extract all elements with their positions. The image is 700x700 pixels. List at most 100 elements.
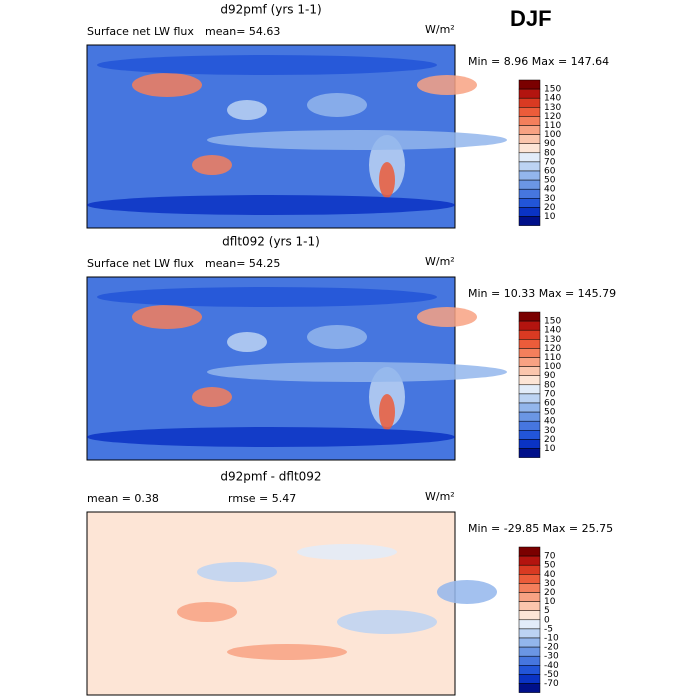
colorbar-box <box>518 320 541 331</box>
min-max: Min = 8.96 Max = 147.64 <box>468 55 609 68</box>
colorbar-label: 60 <box>544 167 556 177</box>
colorbar-box <box>518 665 541 675</box>
map-region <box>307 325 367 349</box>
map-region <box>87 427 455 447</box>
colorbar-box <box>518 393 541 404</box>
colorbar-box <box>518 448 541 458</box>
colorbar-box <box>518 198 541 208</box>
colorbar-label: 70 <box>544 157 556 167</box>
colorbar-box <box>518 601 541 611</box>
colorbar-label: 90 <box>544 139 556 149</box>
colorbar-box <box>518 555 541 566</box>
colorbar-label: 5 <box>544 606 550 616</box>
colorbar-label: -40 <box>544 661 559 671</box>
map-region <box>87 195 455 215</box>
panel-subtitle: Surface net LW flux <box>87 25 194 38</box>
colorbar-box <box>518 207 541 217</box>
colorbar-box <box>518 420 541 431</box>
colorbar-label: 130 <box>544 103 561 113</box>
colorbar-label: 50 <box>544 176 556 186</box>
map-region <box>307 93 367 117</box>
panel-title: dflt092 (yrs 1-1) <box>222 235 320 249</box>
colorbar-label: 20 <box>544 435 556 445</box>
colorbar-box <box>518 152 541 163</box>
panel-title: d92pmf - dflt092 <box>220 470 321 484</box>
map-region <box>227 100 267 120</box>
colorbar-label: -10 <box>544 634 559 644</box>
colorbar-label: 80 <box>544 148 556 158</box>
colorbar-label: -70 <box>544 679 559 689</box>
map-region <box>192 387 232 407</box>
colorbar-box <box>518 592 541 602</box>
colorbar-box <box>518 546 541 557</box>
min-max: Min = 10.33 Max = 145.79 <box>468 287 616 300</box>
colorbar-box <box>518 88 541 99</box>
colorbar-label: 60 <box>544 399 556 409</box>
map-region <box>337 610 437 634</box>
colorbar-label: 150 <box>544 317 561 327</box>
colorbar-box <box>518 170 541 181</box>
colorbar-label: 110 <box>544 121 561 131</box>
colorbar-box <box>518 311 541 322</box>
colorbar-label: 10 <box>544 212 556 222</box>
map-background <box>86 511 456 696</box>
colorbar-label: 0 <box>544 615 550 625</box>
map-region <box>297 544 397 560</box>
colorbar-box <box>518 439 541 449</box>
colorbar-box <box>518 216 541 226</box>
colorbar-box <box>518 125 541 135</box>
colorbar-box <box>518 375 541 386</box>
panel-subtitle: Surface net LW flux <box>87 257 194 270</box>
colorbar-label: 100 <box>544 362 561 372</box>
min-max: Min = -29.85 Max = 25.75 <box>468 522 613 535</box>
colorbar-box <box>518 134 541 144</box>
colorbar-box <box>518 384 541 395</box>
map-region <box>132 305 202 329</box>
units: W/m² <box>425 255 455 268</box>
colorbar-label: -30 <box>544 652 559 662</box>
colorbar-label: 120 <box>544 112 561 122</box>
colorbar-box <box>518 628 541 639</box>
map-region <box>97 55 437 75</box>
colorbar-label: 50 <box>544 408 556 418</box>
colorbar-label: 100 <box>544 130 561 140</box>
panel-subtitle: mean = 0.38 <box>87 492 159 505</box>
colorbar-label: 20 <box>544 203 556 213</box>
colorbar-box <box>518 107 541 117</box>
colorbar-label: 10 <box>544 597 556 607</box>
colorbar-label: 120 <box>544 344 561 354</box>
colorbar-box <box>518 348 541 358</box>
map-region <box>192 155 232 175</box>
colorbar-label: 30 <box>544 426 556 436</box>
colorbar-box <box>518 79 541 90</box>
colorbar-box <box>518 357 541 367</box>
panel-stat: mean= 54.25 <box>205 257 280 270</box>
map-region <box>207 362 507 382</box>
colorbar-box <box>518 619 541 630</box>
colorbar-box <box>518 674 541 684</box>
map-region <box>379 162 395 198</box>
colorbar-label: -50 <box>544 670 559 680</box>
colorbar-label: -5 <box>544 624 553 634</box>
map-region <box>437 580 497 604</box>
colorbar-box <box>518 574 541 584</box>
colorbar-label: 40 <box>544 570 556 580</box>
colorbar-label: 80 <box>544 380 556 390</box>
map-region <box>227 644 347 660</box>
map-region <box>207 130 507 150</box>
colorbar-box <box>518 97 541 108</box>
panel-title: d92pmf (yrs 1-1) <box>220 3 321 17</box>
panel-stat: mean= 54.63 <box>205 25 280 38</box>
colorbar-box <box>518 655 541 666</box>
map-region <box>177 602 237 622</box>
colorbar-box <box>518 683 541 693</box>
colorbar-box <box>518 179 541 190</box>
colorbar-label: 30 <box>544 194 556 204</box>
units: W/m² <box>425 490 455 503</box>
colorbar-label: 90 <box>544 371 556 381</box>
map-region <box>197 562 277 582</box>
colorbar-label: 110 <box>544 353 561 363</box>
colorbar-box <box>518 411 541 422</box>
season-label: DJF <box>510 6 552 31</box>
